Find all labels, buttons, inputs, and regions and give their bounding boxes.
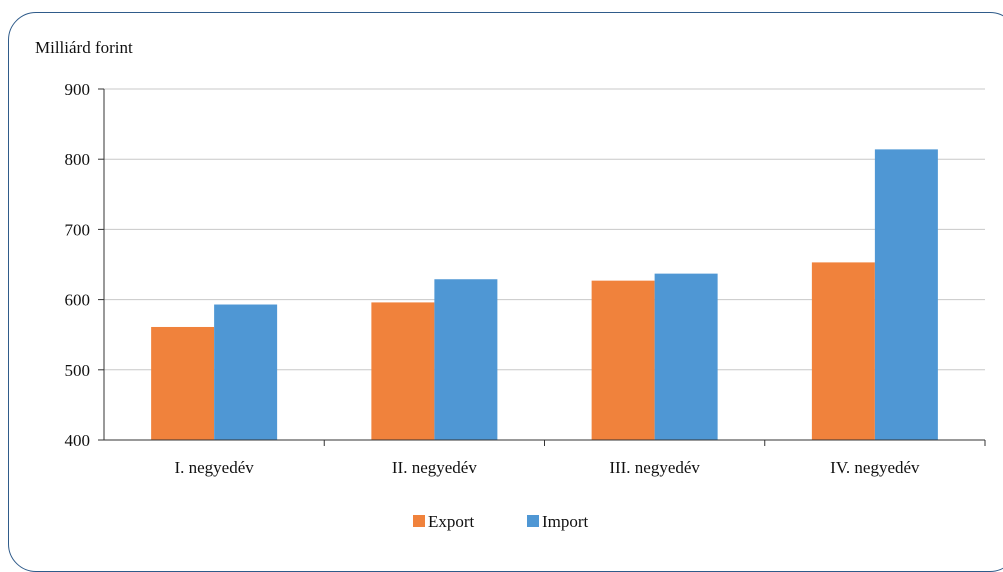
bar-export [591, 280, 655, 440]
bar-import [874, 149, 938, 440]
y-tick-label: 600 [65, 291, 91, 310]
legend-swatch-export [413, 515, 425, 527]
legend-label-import: Import [542, 512, 589, 531]
legend-label-export: Export [428, 512, 475, 531]
x-tick-label: I. negyedév [174, 458, 254, 477]
bar-import [214, 304, 278, 440]
y-tick-label: 700 [65, 220, 91, 239]
y-axis-label: Milliárd forint [35, 38, 133, 57]
y-ticks: 400 500 600 700 800 900 [65, 80, 104, 450]
bar-export [151, 326, 215, 440]
bars [151, 149, 938, 440]
bar-import [434, 279, 498, 440]
x-tick-label: III. negyedév [609, 458, 700, 477]
legend: Export Import [413, 512, 589, 531]
x-tick-label: IV. negyedév [830, 458, 920, 477]
bar-import [654, 273, 718, 440]
y-tick-label: 800 [65, 150, 91, 169]
y-tick-label: 900 [65, 80, 91, 99]
bar-chart: Milliárd forint 400 500 600 700 800 900 I. ne… [35, 38, 986, 531]
y-tick-label: 400 [65, 431, 91, 450]
bar-export [811, 262, 875, 440]
y-tick-label: 500 [65, 361, 91, 380]
x-ticks: I. negyedév II. negyedév III. negyedév IV. … [174, 440, 986, 477]
x-tick-label: II. negyedév [392, 458, 477, 477]
bar-export [371, 302, 435, 440]
legend-swatch-import [527, 515, 539, 527]
